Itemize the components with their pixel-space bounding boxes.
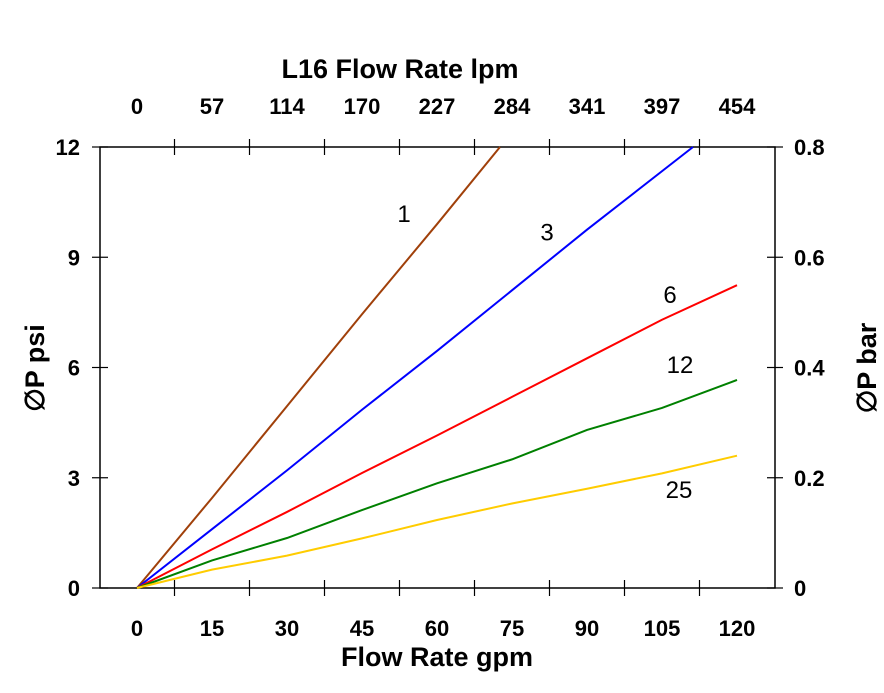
y-tick-label: 12 — [56, 135, 80, 160]
x-tick-label: 120 — [719, 616, 756, 641]
series-line-1 — [136, 146, 501, 589]
series-label-6: 6 — [663, 282, 676, 309]
y2-tick-label: 0.2 — [794, 466, 825, 491]
series-label-25: 25 — [666, 477, 693, 504]
y2-tick-label: 0.4 — [794, 356, 825, 381]
y-tick-label: 9 — [68, 245, 80, 270]
x-tick-label: 75 — [500, 616, 524, 641]
y-tick-label: 6 — [68, 356, 80, 381]
x2-tick-label: 397 — [644, 94, 681, 119]
y2-axis-label: ∅P bar — [852, 322, 882, 413]
x-tick-label: 45 — [350, 616, 374, 641]
y2-tick-label: 0.6 — [794, 245, 825, 270]
x2-tick-label: 284 — [494, 94, 531, 119]
y-tick-label: 0 — [68, 576, 80, 601]
series-label-12: 12 — [667, 352, 694, 379]
x-tick-label: 0 — [131, 616, 143, 641]
y2-tick-label: 0 — [794, 576, 806, 601]
y-axis-label: ∅P psi — [20, 324, 50, 412]
x-axis-label: Flow Rate gpm — [341, 642, 533, 672]
series-label-3: 3 — [540, 220, 553, 247]
x2-tick-label: 170 — [344, 94, 381, 119]
x2-tick-label: 114 — [269, 94, 305, 119]
series-line-6 — [136, 284, 738, 589]
x-tick-label: 15 — [200, 616, 224, 641]
series-line-25 — [136, 454, 738, 589]
x-tick-label: 90 — [575, 616, 599, 641]
x2-tick-label: 227 — [419, 94, 456, 119]
y-tick-label: 3 — [68, 466, 80, 491]
series-line-3 — [136, 146, 694, 589]
x2-tick-label: 57 — [200, 94, 224, 119]
series-line-12 — [136, 379, 738, 589]
x2-tick-label: 0 — [131, 94, 143, 119]
x2-tick-label: 454 — [719, 94, 756, 119]
x-tick-label: 30 — [275, 616, 299, 641]
chart-title: L16 Flow Rate lpm — [281, 54, 518, 84]
series-label-1: 1 — [397, 201, 410, 228]
x-tick-label: 105 — [644, 616, 681, 641]
x-tick-label: 60 — [425, 616, 449, 641]
x2-tick-label: 341 — [569, 94, 606, 119]
y2-tick-label: 0.8 — [794, 135, 825, 160]
